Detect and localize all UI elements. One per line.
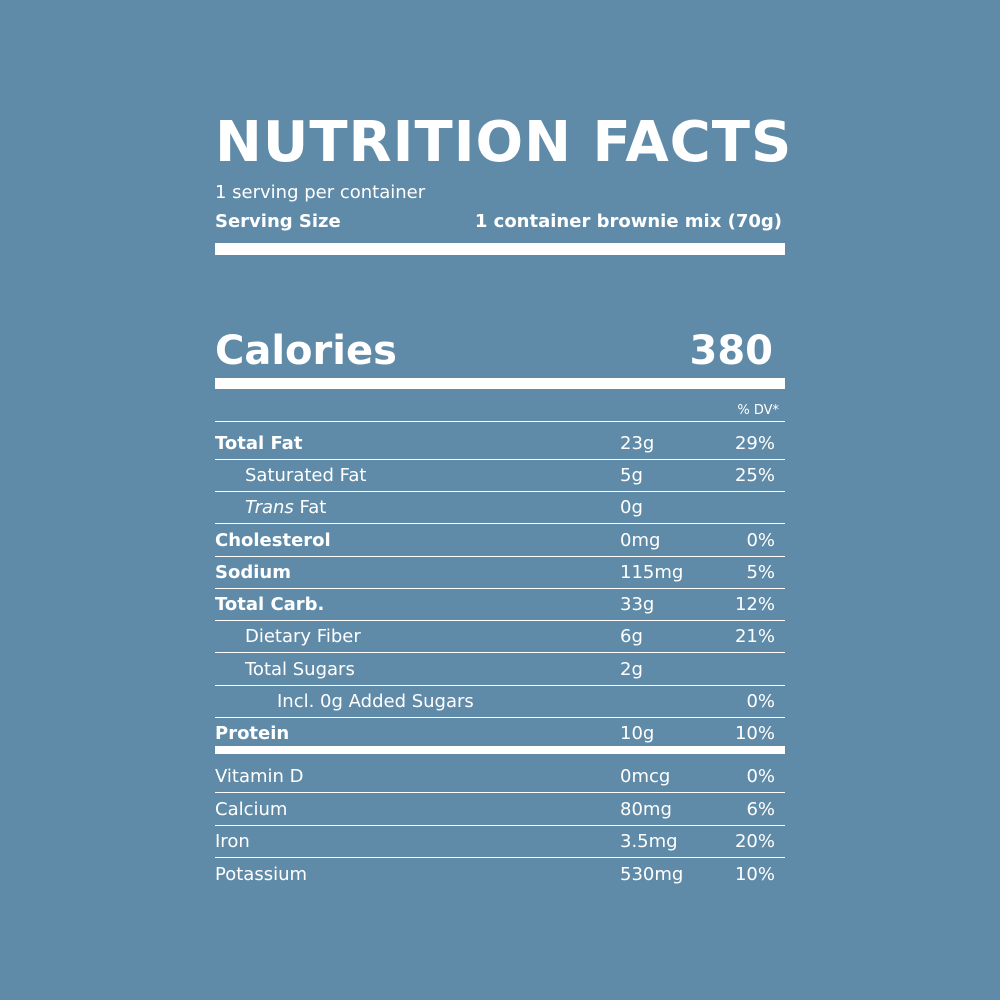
serving-size-label: Serving Size xyxy=(215,211,341,232)
vitamin-amount: 530mg xyxy=(620,864,684,885)
nutrient-dv: 0% xyxy=(746,691,775,712)
vitamin-row-calcium: Calcium 80mg 6% xyxy=(215,794,785,826)
nutrient-amount: 10g xyxy=(620,723,655,744)
nutrient-name: Dietary Fiber xyxy=(245,626,361,647)
thick-divider-top xyxy=(215,243,785,255)
vitamin-dv: 20% xyxy=(734,831,775,852)
nutrient-row-saturated-fat: Saturated Fat 5g 25% xyxy=(215,460,785,492)
nutrient-amount: 2g xyxy=(620,659,643,680)
vitamin-row-potassium: Potassium 530mg 10% xyxy=(215,859,785,891)
nutrition-label: NUTRITION FACTS 1 serving per container … xyxy=(215,0,793,1000)
nutrient-row-cholesterol: Cholesterol 0mg 0% xyxy=(215,525,785,557)
nutrient-name: Cholesterol xyxy=(215,530,331,551)
nutrient-row-total-sugars: Total Sugars 2g xyxy=(215,654,785,686)
vitamin-name: Iron xyxy=(215,831,250,852)
label-title: NUTRITION FACTS xyxy=(215,110,793,175)
vitamin-amount: 80mg xyxy=(620,799,672,820)
nutrient-name: Total Fat xyxy=(215,433,303,454)
nutrient-amount: 33g xyxy=(620,594,655,615)
serving-size-value: 1 container brownie mix (70g) xyxy=(474,211,782,232)
nutrient-amount: 6g xyxy=(620,626,643,647)
nutrient-dv: 25% xyxy=(734,465,775,486)
vitamin-amount: 0mcg xyxy=(620,766,671,787)
nutrient-name: Saturated Fat xyxy=(245,465,367,486)
calories-value: 380 xyxy=(689,328,774,374)
vitamin-name: Calcium xyxy=(215,799,288,820)
nutrient-name-rest: Fat xyxy=(293,497,327,518)
daily-value-header: % DV* xyxy=(737,403,779,418)
vitamin-row-vitamin-d: Vitamin D 0mcg 0% xyxy=(215,761,785,793)
divider-dv-header xyxy=(215,421,785,422)
nutrient-amount: 115mg xyxy=(620,562,684,583)
nutrient-row-added-sugars: Incl. 0g Added Sugars 0% xyxy=(215,686,785,718)
nutrient-dv: 21% xyxy=(734,626,775,647)
vitamin-dv: 0% xyxy=(746,766,775,787)
nutrient-dv: 0% xyxy=(746,530,775,551)
nutrient-row-protein: Protein 10g 10% xyxy=(215,718,785,754)
nutrient-amount: 23g xyxy=(620,433,655,454)
vitamin-amount: 3.5mg xyxy=(620,831,678,852)
vitamin-dv: 6% xyxy=(746,799,775,820)
nutrient-name: Sodium xyxy=(215,562,291,583)
nutrient-name: Incl. 0g Added Sugars xyxy=(277,691,474,712)
nutrient-row-sodium: Sodium 115mg 5% xyxy=(215,557,785,589)
nutrient-dv: 5% xyxy=(746,562,775,583)
nutrient-dv: 29% xyxy=(734,433,775,454)
nutrient-amount: 5g xyxy=(620,465,643,486)
vitamin-dv: 10% xyxy=(734,864,775,885)
nutrient-name: Total Carb. xyxy=(215,594,325,615)
nutrient-name: Trans Fat xyxy=(245,492,326,524)
vitamin-name: Potassium xyxy=(215,864,308,885)
vitamin-name: Vitamin D xyxy=(215,766,304,787)
nutrient-dv: 10% xyxy=(734,723,775,744)
vitamin-row-iron: Iron 3.5mg 20% xyxy=(215,826,785,858)
nutrient-row-trans-fat: Trans Fat 0g xyxy=(215,492,785,524)
calories-label: Calories xyxy=(215,328,397,374)
nutrient-amount: 0mg xyxy=(620,530,661,551)
nutrient-dv: 12% xyxy=(734,594,775,615)
nutrient-name: Protein xyxy=(215,723,290,744)
nutrient-row-dietary-fiber: Dietary Fiber 6g 21% xyxy=(215,621,785,653)
thick-divider-calories xyxy=(215,378,785,389)
nutrient-name-italic: Trans xyxy=(245,497,294,518)
servings-per-container: 1 serving per container xyxy=(215,182,426,203)
nutrient-name: Total Sugars xyxy=(245,659,355,680)
nutrient-row-total-fat: Total Fat 23g 29% xyxy=(215,428,785,460)
nutrient-amount: 0g xyxy=(620,497,643,518)
nutrient-row-total-carb: Total Carb. 33g 12% xyxy=(215,589,785,621)
